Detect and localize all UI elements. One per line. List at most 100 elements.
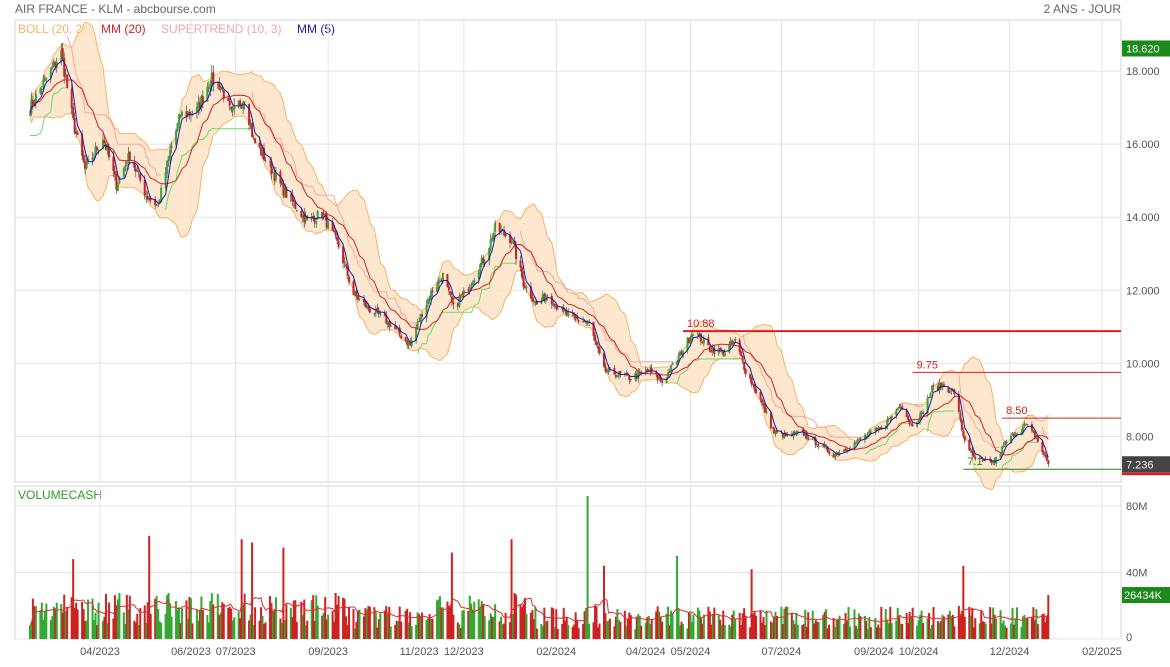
candle-body: [577, 319, 580, 322]
volume-bar: [292, 600, 295, 639]
candle-body: [597, 345, 600, 349]
volume-bar: [995, 618, 998, 639]
candle-body: [605, 371, 608, 373]
volume-bar: [85, 620, 88, 639]
candle-body: [407, 342, 410, 346]
volume-bar: [106, 623, 109, 639]
volume-bar: [40, 602, 43, 639]
volume-bar: [179, 623, 182, 639]
candle-body: [567, 312, 570, 316]
candle-body: [136, 170, 139, 172]
candle-body: [1047, 460, 1050, 465]
volume-bar: [270, 603, 273, 639]
candle-body: [522, 276, 525, 287]
volume-bar: [118, 593, 121, 639]
volume-bar: [186, 618, 189, 639]
candle-body: [342, 247, 345, 264]
candle-body: [376, 308, 379, 310]
candle-body: [473, 279, 476, 283]
volume-bar: [702, 614, 705, 639]
candle-body: [353, 291, 356, 296]
candle-body: [844, 448, 847, 451]
volume-bar: [164, 613, 167, 639]
candle-body: [616, 375, 619, 377]
candle-body: [556, 308, 559, 310]
volume-bar: [158, 621, 161, 639]
candle-body: [419, 314, 422, 322]
candle-body: [960, 419, 963, 431]
volume-bar: [116, 599, 119, 639]
volume-bar: [1020, 626, 1023, 639]
candle-body: [294, 202, 297, 209]
supertrend-segment: [417, 262, 516, 354]
volume-bar: [447, 605, 450, 639]
volume-bar: [72, 559, 75, 639]
volume-bar: [482, 603, 485, 639]
volume-bar: [849, 626, 852, 639]
candle-body: [963, 436, 966, 441]
volume-bar: [878, 627, 881, 639]
candle-body: [749, 374, 752, 379]
volume-bar: [723, 624, 726, 639]
volume-bar: [322, 612, 325, 639]
date-tick-label: 04/2023: [80, 646, 120, 658]
candle-body: [327, 221, 330, 229]
volume-bar: [39, 610, 42, 639]
candle-body: [237, 101, 240, 106]
value-badges: 18.620 7.236 26434K: [1122, 40, 1170, 604]
volume-bar: [503, 623, 506, 639]
volume-bar: [959, 614, 962, 639]
volume-bar: [957, 606, 960, 639]
volume-bar: [97, 602, 100, 639]
candle-body: [42, 80, 45, 88]
volume-bar: [656, 606, 659, 639]
candle-body: [93, 155, 96, 157]
volume-bar: [115, 605, 118, 639]
candle-body: [218, 82, 221, 90]
candle-body: [134, 168, 137, 172]
candle-body: [72, 107, 75, 119]
candle-body: [980, 458, 983, 459]
volume-bar: [240, 539, 243, 639]
candle-body: [532, 301, 535, 303]
volume-bar: [658, 611, 661, 639]
date-tick-label: 12/2024: [990, 646, 1030, 658]
candle-body: [905, 409, 908, 418]
volume-bar: [389, 626, 392, 639]
volume-bar: [221, 602, 224, 639]
volume-bar: [377, 619, 380, 639]
candle-body: [932, 385, 935, 387]
candle-body: [696, 333, 699, 336]
candle-body: [501, 230, 504, 231]
candle-body: [895, 410, 898, 416]
candle-body: [358, 298, 361, 300]
candle-body: [498, 222, 501, 233]
volume-bar: [699, 618, 702, 639]
candle-body: [331, 221, 334, 231]
volume-bar: [607, 620, 610, 639]
volume-tick-label: 40M: [1126, 567, 1147, 579]
volume-bar: [42, 619, 45, 639]
candle-body: [227, 98, 230, 101]
volume-bar: [1042, 613, 1045, 639]
volume-bar: [379, 613, 382, 639]
volume-bar: [659, 617, 662, 639]
volume-bar: [586, 495, 589, 639]
candle-body: [637, 371, 640, 379]
candle-body: [811, 437, 814, 440]
volume-bar: [980, 611, 983, 639]
volume-bar: [734, 618, 737, 639]
candle-body: [303, 213, 306, 223]
candle-body: [728, 345, 731, 353]
volume-bar: [689, 613, 692, 639]
volume-bar: [45, 603, 48, 639]
candle-body: [181, 111, 184, 116]
volume-bar: [352, 609, 355, 639]
volume-bar: [303, 599, 306, 639]
candle-body: [280, 182, 283, 186]
volume-bar: [336, 604, 339, 639]
volume-bar: [765, 610, 768, 639]
candle-body: [39, 88, 42, 94]
candle-body: [814, 438, 817, 446]
volume-bar: [331, 611, 334, 639]
